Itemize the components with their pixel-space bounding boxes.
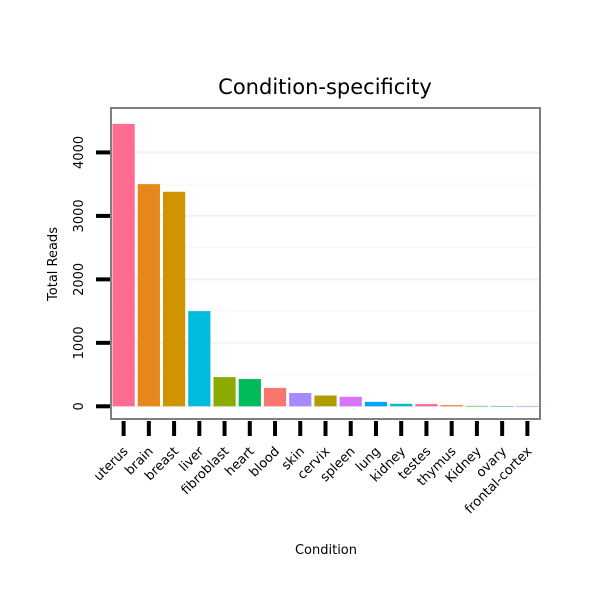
bar-frontal-cortex bbox=[516, 406, 539, 407]
chart-title: Condition-specificity bbox=[218, 75, 432, 99]
bar-kidney bbox=[465, 405, 489, 407]
bar-cervix bbox=[314, 395, 337, 407]
bar-testes bbox=[415, 404, 438, 407]
bar-heart bbox=[238, 379, 261, 407]
bars bbox=[112, 123, 539, 407]
bar-liver bbox=[188, 311, 211, 407]
bar-fibroblast bbox=[213, 377, 236, 407]
bar-blood bbox=[263, 387, 287, 407]
y-tick-label: 3000 bbox=[72, 199, 87, 232]
y-tick-label: 4000 bbox=[72, 136, 87, 169]
bar-ovary bbox=[491, 406, 514, 407]
bar-uterus bbox=[112, 123, 135, 407]
y-tick-label: 0 bbox=[72, 402, 87, 410]
y-axis-title: Total Reads bbox=[46, 227, 61, 302]
y-tick-label: 2000 bbox=[72, 263, 87, 296]
bar-thymus bbox=[440, 405, 463, 407]
bar-lung bbox=[364, 401, 388, 407]
bar-kidney bbox=[390, 403, 413, 407]
y-tick-label: 1000 bbox=[72, 326, 87, 359]
bar-skin bbox=[289, 392, 312, 407]
y-axis: 0 1000 2000 3000 4000 bbox=[72, 136, 110, 410]
x-axis-title: Condition bbox=[295, 543, 357, 558]
x-axis: uterusbrainbreastliverfibroblastheartblo… bbox=[91, 421, 535, 517]
bar-spleen bbox=[339, 396, 362, 407]
bar-breast bbox=[162, 191, 186, 407]
bar-brain bbox=[137, 184, 160, 407]
